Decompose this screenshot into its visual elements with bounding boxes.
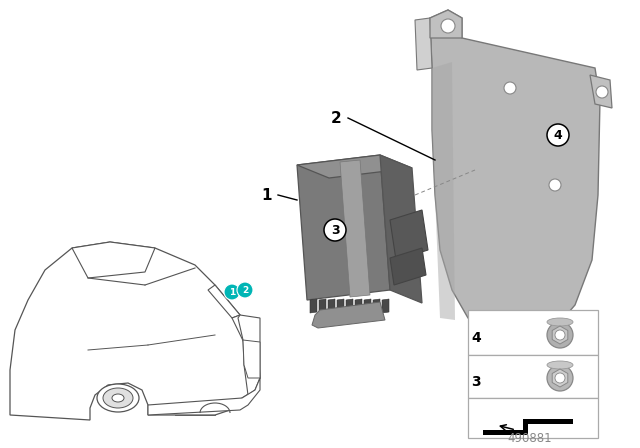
Bar [468,355,598,398]
Circle shape [555,330,565,340]
Polygon shape [382,299,389,313]
Polygon shape [238,315,260,395]
Polygon shape [310,299,317,313]
Polygon shape [319,299,326,313]
Circle shape [596,86,608,98]
Polygon shape [355,299,362,313]
Polygon shape [10,242,260,420]
Polygon shape [380,155,422,303]
Polygon shape [328,299,335,313]
Circle shape [547,124,569,146]
Text: 1: 1 [229,288,235,297]
Polygon shape [72,242,155,278]
Polygon shape [340,160,370,297]
Polygon shape [390,210,428,260]
Polygon shape [297,155,412,178]
Ellipse shape [97,384,139,412]
Polygon shape [337,299,344,313]
Circle shape [224,284,240,300]
Ellipse shape [112,394,124,402]
Polygon shape [232,315,258,355]
Polygon shape [208,285,240,318]
Polygon shape [590,75,612,108]
Polygon shape [297,155,390,300]
Circle shape [324,219,346,241]
Text: 3: 3 [471,375,481,389]
Text: 2: 2 [242,285,248,294]
Polygon shape [312,302,385,328]
Polygon shape [243,340,260,378]
Polygon shape [432,62,455,320]
Text: 2: 2 [332,111,342,125]
Text: 490881: 490881 [508,432,552,445]
Bar [468,398,598,438]
Circle shape [504,82,516,94]
Circle shape [441,19,455,33]
Text: 4: 4 [471,331,481,345]
Circle shape [547,322,573,348]
Bar [525,419,573,424]
Bar [483,430,525,435]
Polygon shape [373,299,380,313]
Polygon shape [430,10,462,38]
Polygon shape [346,299,353,313]
Polygon shape [364,299,371,313]
Polygon shape [430,10,600,340]
Bar [523,419,528,435]
Polygon shape [148,378,260,415]
Circle shape [549,179,561,191]
Polygon shape [415,18,432,70]
Circle shape [555,373,565,383]
Text: 1: 1 [262,188,272,202]
Ellipse shape [103,388,133,408]
Text: 4: 4 [554,129,563,142]
Polygon shape [390,248,426,285]
Ellipse shape [547,361,573,369]
Circle shape [547,365,573,391]
Text: 3: 3 [331,224,339,237]
Ellipse shape [547,318,573,326]
Bar [468,310,598,355]
Circle shape [237,282,253,298]
